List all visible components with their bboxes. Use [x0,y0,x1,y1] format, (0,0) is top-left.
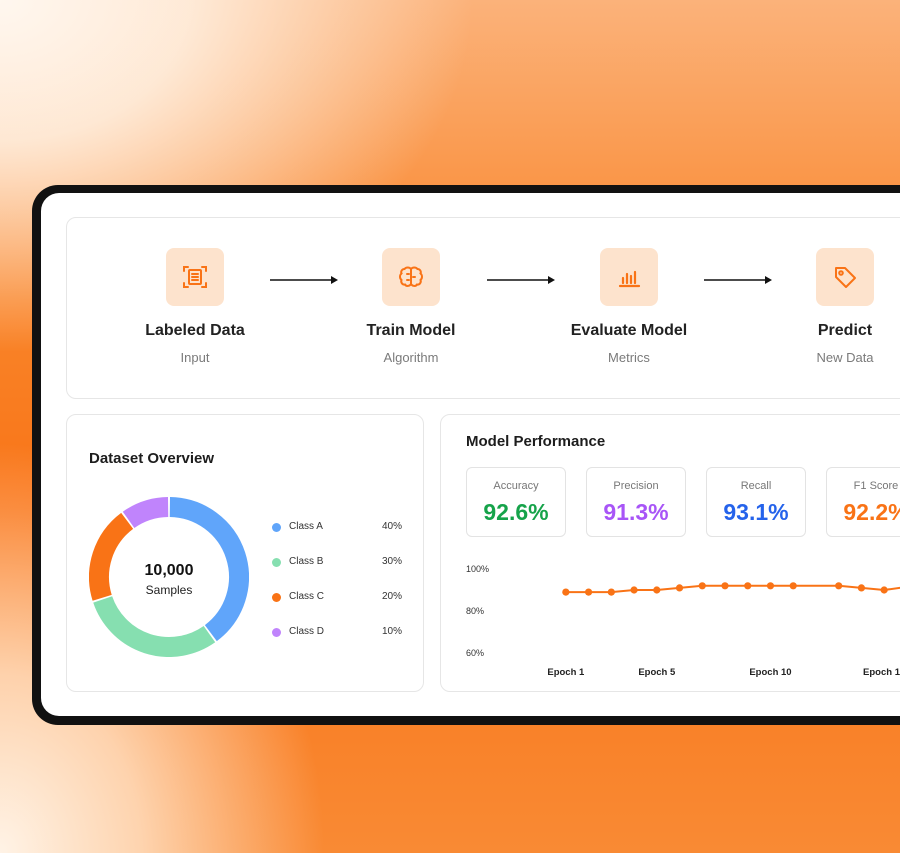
metric-label: F1 Score [853,480,899,492]
y-tick-label: 100% [466,564,489,574]
pipeline-step-labeled-data[interactable]: Labeled Data Input [115,248,275,365]
data-point [675,584,684,592]
series-line [565,584,900,594]
model-performance-card: Model Performance Accuracy 92.6% Precisi… [440,414,900,692]
step-subtitle: Input [180,350,210,365]
legend-label: Class B [289,556,324,567]
step-title: Predict [817,322,873,339]
donut-center-label: Samples [146,583,193,597]
class-distribution-donut: 10,000 Samples [89,497,249,657]
legend-swatch [272,558,281,567]
donut-segment-class-a [169,497,249,642]
legend-percent: 30% [381,556,402,567]
metric-value: 92.6% [483,499,549,525]
metric-label: Precision [613,480,659,492]
performance-line-chart: 100% 80% 60% Epoch 1 Epoch 5 Epoch 10 Epoch 1… [466,564,900,678]
legend-swatch [272,593,281,602]
legend-label: Class A [289,521,323,532]
metric-label: Accuracy [493,480,539,492]
x-tick-label: Epoch 15 [863,667,900,678]
step-subtitle: Algorithm [383,350,439,365]
data-point [584,588,593,596]
x-tick-label: Epoch 10 [749,667,791,678]
legend-label: Class C [289,591,325,602]
bar-chart-icon [600,248,658,306]
step-subtitle: New Data [816,350,874,365]
legend-item-class-d: Class D 10% [272,625,402,641]
step-title: Evaluate Model [570,322,688,339]
dataset-title: Dataset Overview [89,450,215,467]
metric-card-precision[interactable]: Precision 91.3% [586,467,686,537]
data-point [789,582,797,590]
legend-item-class-b: Class B 30% [272,555,402,571]
y-tick-label: 60% [466,648,484,658]
data-point [857,584,866,592]
metric-value: 91.3% [603,499,669,525]
legend-percent: 40% [381,521,402,532]
metric-label: Recall [740,480,772,492]
pipeline-step-predict[interactable]: Predict New Data [765,248,900,365]
x-tick-label: Epoch 5 [638,667,676,678]
data-point [698,582,706,590]
donut-segment-class-c [89,512,134,601]
donut-center-value: 10,000 [145,562,194,579]
arrow-right-icon [487,276,555,284]
data-point [880,586,888,594]
metric-card-recall[interactable]: Recall 93.1% [706,467,806,537]
arrow-right-icon [270,276,338,284]
data-point [721,582,729,590]
metric-value: 92.2% [843,499,900,525]
step-subtitle: Metrics [608,350,650,365]
legend-swatch [272,523,281,532]
legend-swatch [272,628,281,637]
data-point [630,586,638,594]
pipeline-step-train-model[interactable]: Train Model Algorithm [331,248,491,365]
x-tick-label: Epoch 1 [547,667,585,678]
legend-percent: 10% [381,626,402,637]
pipeline-step-evaluate-model[interactable]: Evaluate Model Metrics [549,248,709,365]
dataset-overview-card: Dataset Overview 10,000 Samples Class A … [66,414,424,692]
legend-item-class-c: Class C 20% [272,590,402,606]
metric-card-accuracy[interactable]: Accuracy 92.6% [466,467,566,537]
data-point [766,582,775,590]
step-title: Train Model [366,322,456,339]
arrow-right-icon [704,276,772,284]
legend-item-class-a: Class A 40% [272,520,402,536]
donut-segment-class-d [122,497,169,529]
data-point [653,586,661,594]
document-scan-icon [166,248,224,306]
metric-card-f1-score[interactable]: F1 Score 92.2% [826,467,900,537]
data-point [562,588,570,596]
data-point [744,582,752,590]
step-title: Labeled Data [145,322,245,339]
legend-label: Class D [289,626,325,637]
donut-segment-class-b [93,595,216,657]
tag-icon [816,248,874,306]
metric-value: 93.1% [723,499,789,525]
ml-pipeline-card: Labeled Data Input Train Model Algorithm [66,217,900,399]
data-point [607,588,615,596]
dashboard-screen: Labeled Data Input Train Model Algorithm [41,193,900,716]
performance-title: Model Performance [466,433,606,450]
legend-percent: 20% [381,591,402,602]
y-tick-label: 80% [466,606,484,616]
brain-icon [382,248,440,306]
data-point [835,582,843,590]
